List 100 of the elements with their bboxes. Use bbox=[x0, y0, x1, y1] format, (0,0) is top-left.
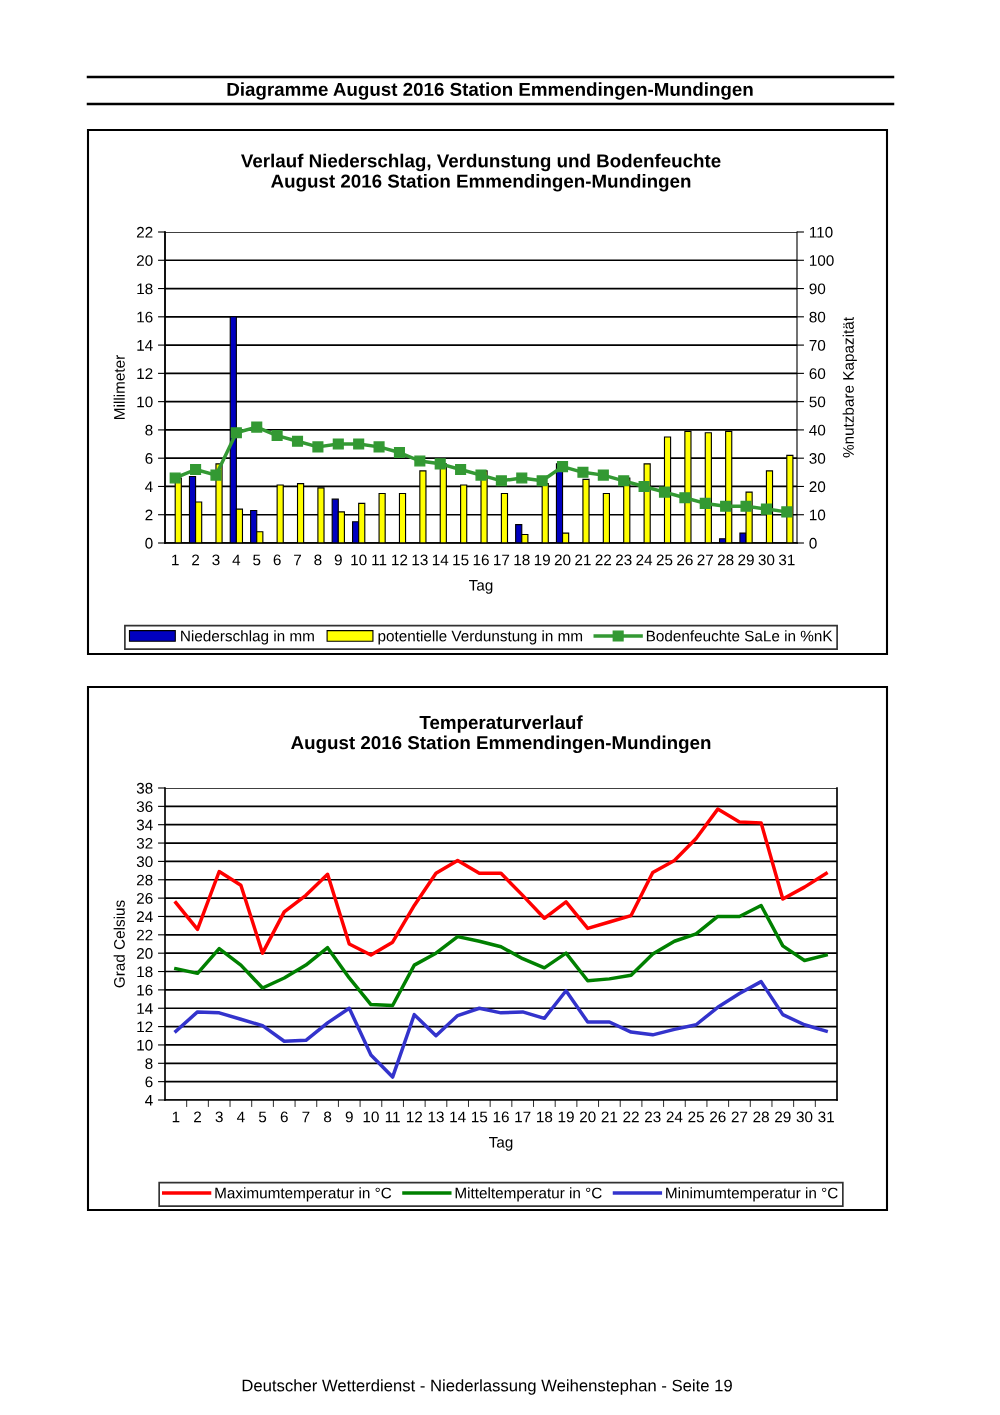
point bbox=[720, 500, 732, 512]
x-tick-label: 27 bbox=[731, 1111, 748, 1123]
y2-tick-label: 100 bbox=[809, 255, 834, 266]
y-tick-label: 6 bbox=[145, 1076, 153, 1088]
y-tick-label: 38 bbox=[136, 782, 153, 794]
x-tick-label: 4 bbox=[236, 1111, 245, 1123]
x-tick-label: 11 bbox=[372, 554, 387, 566]
x-tick-label: 21 bbox=[601, 1111, 618, 1123]
x-tick-label: 6 bbox=[273, 554, 281, 566]
line-series bbox=[174, 903, 828, 1008]
y-tick-label: 18 bbox=[137, 283, 153, 295]
x-tick-label: 19 bbox=[534, 554, 550, 566]
point bbox=[434, 458, 446, 470]
x-tick-label: 29 bbox=[775, 1111, 791, 1123]
legend-label: Bodenfeuchte SaLe in %nK bbox=[646, 630, 833, 642]
x-tick-label: 6 bbox=[280, 1111, 288, 1123]
line-series bbox=[174, 807, 828, 957]
text: Deutscher Wetterdienst - Niederlassung Weihenstephan - Seite 19 bbox=[242, 1379, 732, 1395]
legend-label: Minimumtemperatur in °C bbox=[666, 1187, 838, 1202]
x-tick-label: 31 bbox=[818, 1111, 834, 1123]
y-tick-label: 22 bbox=[136, 929, 153, 941]
x-tick-label: 30 bbox=[796, 1111, 813, 1123]
x-tick-label: 2 bbox=[194, 1111, 201, 1123]
y-tick-label: 6 bbox=[145, 453, 153, 464]
point bbox=[230, 427, 242, 439]
y2-tick-label: 20 bbox=[809, 481, 826, 493]
x-tick-label: 17 bbox=[515, 1111, 531, 1123]
x-tick-label: 22 bbox=[595, 554, 612, 566]
x-tick-label: 18 bbox=[514, 554, 530, 566]
legend-label: Mitteltemperatur in °C bbox=[455, 1187, 602, 1202]
point bbox=[455, 463, 467, 476]
point bbox=[577, 466, 589, 478]
y-tick-label: 10 bbox=[137, 1039, 153, 1051]
x-tick-label: 14 bbox=[432, 554, 449, 566]
y2-tick-label: 80 bbox=[809, 311, 826, 323]
y-tick-label: 4 bbox=[145, 1095, 153, 1106]
y-tick-label: 28 bbox=[136, 874, 153, 886]
y-tick-label: 8 bbox=[145, 1058, 153, 1069]
point bbox=[760, 503, 772, 515]
y-tick-label: 16 bbox=[137, 311, 153, 323]
y-tick-label: 26 bbox=[136, 892, 153, 904]
y2-tick-label: 40 bbox=[809, 424, 826, 436]
point bbox=[332, 438, 344, 450]
y-tick-label: 4 bbox=[145, 481, 153, 492]
x-tick-label: 24 bbox=[666, 1111, 683, 1123]
y-tick-label: 22 bbox=[136, 226, 153, 238]
x-tick-label: 22 bbox=[623, 1111, 639, 1123]
x-tick-label: 28 bbox=[753, 1111, 769, 1123]
x-tick-label: 9 bbox=[334, 554, 342, 566]
y-tick-label: 0 bbox=[145, 537, 153, 549]
y-tick-label: 20 bbox=[136, 255, 153, 266]
x-tick-label: 29 bbox=[738, 554, 754, 566]
x-tick-label: 15 bbox=[471, 1111, 488, 1123]
x-tick-label: 3 bbox=[212, 554, 220, 566]
x-tick-label: 10 bbox=[351, 554, 367, 566]
chart-title: Verlauf Niederschlag, Verdunstung und Bodenfeuchte August 2016 Station Emmendingen-Mundingen bbox=[241, 153, 721, 192]
point bbox=[638, 480, 650, 493]
point bbox=[414, 455, 426, 467]
x-tick-label: 25 bbox=[656, 554, 673, 566]
x-tick-label: 28 bbox=[717, 554, 734, 566]
x-axis-title: Tag bbox=[469, 580, 493, 594]
y-tick-label: 30 bbox=[136, 856, 153, 868]
text: Diagramme August 2016 Station Emmendingen-Mundingen bbox=[227, 82, 753, 100]
point bbox=[475, 469, 487, 481]
x-tick-label: 8 bbox=[314, 554, 322, 566]
x-tick-label: 10 bbox=[363, 1111, 379, 1123]
x-tick-label: 15 bbox=[453, 554, 469, 566]
x-tick-label: 8 bbox=[324, 1111, 332, 1123]
x-tick-label: 20 bbox=[579, 1111, 596, 1123]
y-tick-label: 18 bbox=[137, 966, 153, 978]
y-tick-label: 12 bbox=[137, 368, 153, 379]
x-axis-title: Tag bbox=[489, 1137, 513, 1151]
x-tick-label: 19 bbox=[558, 1111, 574, 1123]
x-tick-label: 23 bbox=[615, 554, 632, 566]
point bbox=[312, 441, 324, 453]
x-tick-label: 11 bbox=[385, 1111, 400, 1123]
x-tick-label: 12 bbox=[392, 554, 408, 566]
legend-label: Maximumtemperatur in °C bbox=[215, 1187, 392, 1202]
x-tick-label: 30 bbox=[758, 554, 775, 566]
y2-tick-label: 90 bbox=[809, 283, 826, 295]
legend-label: Niederschlag in mm bbox=[181, 630, 314, 645]
y-tick-label: 16 bbox=[137, 984, 153, 996]
point bbox=[210, 469, 222, 481]
x-tick-label: 7 bbox=[294, 554, 301, 566]
x-tick-label: 17 bbox=[494, 554, 510, 566]
x-tick-label: 4 bbox=[232, 554, 241, 566]
y-axis-title: Grad Celsius bbox=[113, 900, 125, 988]
x-tick-label: 5 bbox=[253, 554, 261, 566]
x-tick-label: 13 bbox=[412, 554, 428, 566]
point bbox=[251, 421, 263, 433]
y-tick-label: 2 bbox=[145, 509, 153, 521]
x-tick-label: 2 bbox=[192, 554, 200, 566]
x-tick-label: 16 bbox=[493, 1111, 509, 1123]
point bbox=[271, 430, 283, 442]
point bbox=[658, 486, 671, 498]
y-tick-label: 14 bbox=[137, 340, 153, 351]
x-tick-label: 25 bbox=[688, 1111, 704, 1123]
x-tick-label: 23 bbox=[645, 1111, 661, 1123]
x-tick-label: 26 bbox=[710, 1111, 726, 1123]
y2-tick-label: 110 bbox=[809, 226, 833, 238]
